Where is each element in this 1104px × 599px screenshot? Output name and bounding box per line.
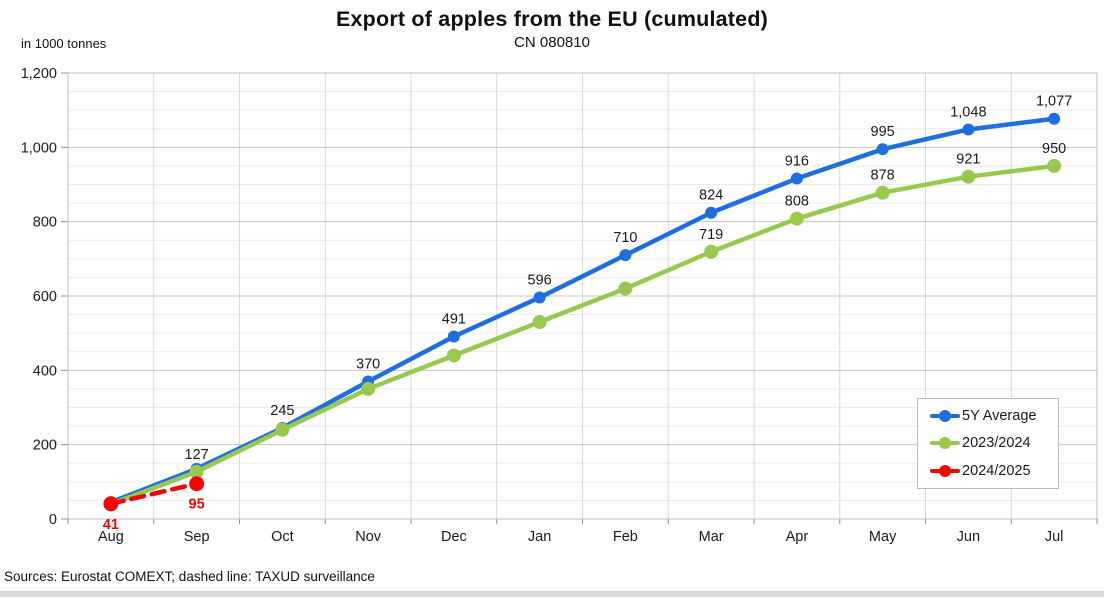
data-label: 995: [871, 124, 895, 140]
x-tick-label: Apr: [786, 529, 809, 545]
data-label: 596: [528, 272, 552, 288]
data-label: 1,048: [950, 104, 986, 120]
bottom-divider-bar: [0, 591, 1104, 597]
series-marker: [705, 206, 718, 219]
series-marker: [704, 244, 719, 259]
legend-line-dot-icon: [930, 437, 960, 450]
y-tick-label: 0: [49, 512, 57, 528]
series-marker: [619, 249, 632, 262]
data-label: 370: [356, 356, 380, 372]
y-tick-label: 200: [33, 438, 57, 454]
legend-line-dot-icon: [930, 465, 960, 478]
series-marker: [1047, 158, 1062, 173]
data-label: 921: [956, 152, 980, 168]
data-label: 710: [613, 230, 637, 246]
series-marker: [189, 476, 205, 492]
series-marker: [361, 381, 376, 396]
series-marker: [961, 169, 976, 184]
data-label: 808: [785, 194, 809, 210]
series-marker: [533, 291, 546, 304]
y-tick-label: 1,200: [21, 66, 57, 82]
y-tick-label: 400: [33, 363, 57, 379]
series-line-2024-2025: [108, 481, 199, 507]
data-label: 719: [699, 227, 723, 243]
x-tick-label: Jan: [528, 529, 551, 545]
series-marker: [532, 315, 547, 330]
series-marker: [789, 211, 804, 226]
x-tick-label: Nov: [355, 529, 382, 545]
legend-label: 5Y Average: [962, 407, 1037, 424]
y-axis-unit-label: in 1000 tonnes: [21, 36, 107, 51]
legend-label: 2024/2025: [962, 463, 1031, 480]
x-tick-label: Feb: [613, 529, 638, 545]
source-note: Sources: Eurostat COMEXT; dashed line: T…: [4, 569, 375, 584]
series-marker: [962, 123, 975, 136]
y-tick-label: 600: [33, 289, 57, 305]
series-marker: [189, 464, 204, 479]
series-marker: [447, 330, 460, 343]
legend-item-5y-average: 5Y Average: [930, 408, 1058, 424]
data-label: 916: [785, 154, 809, 170]
series-marker: [790, 172, 803, 185]
data-label: 95: [189, 497, 205, 513]
title-block: Export of apples from the EU (cumulated)…: [0, 7, 1104, 51]
data-label: 1,077: [1036, 94, 1072, 110]
x-tick-label: Sep: [184, 529, 210, 545]
x-tick-label: May: [869, 529, 897, 545]
x-tick-label: Aug: [98, 529, 124, 545]
legend-item-2023-2024: 2023/2024: [930, 435, 1058, 451]
data-label: 245: [270, 403, 294, 419]
x-tick-label: Mar: [699, 529, 724, 545]
data-label: 878: [871, 168, 895, 184]
series-marker: [1048, 112, 1061, 125]
data-label: 127: [185, 447, 209, 463]
data-label: 41: [103, 517, 119, 533]
legend-line-dot-icon: [930, 409, 960, 422]
chart-legend: 5Y Average 2023/2024 2024/2025: [917, 398, 1059, 489]
series-marker: [446, 348, 461, 363]
chart-subtitle: CN 080810: [514, 34, 590, 51]
data-label: 824: [699, 188, 723, 204]
series-marker: [876, 143, 889, 156]
series-marker: [875, 185, 890, 200]
data-label: 491: [442, 312, 466, 328]
y-tick-label: 1,000: [21, 140, 57, 156]
series-marker: [275, 422, 290, 437]
x-tick-label: Dec: [441, 529, 467, 545]
chart-title: Export of apples from the EU (cumulated): [335, 7, 769, 31]
legend-label: 2023/2024: [962, 435, 1031, 452]
x-tick-label: Jul: [1045, 529, 1064, 545]
y-tick-label: 800: [33, 215, 57, 231]
legend-item-2024-2025: 2024/2025: [930, 463, 1058, 479]
series-marker: [103, 496, 119, 512]
series-marker: [618, 281, 633, 296]
series-line-2023-2024: [108, 163, 1057, 507]
x-tick-label: Oct: [271, 529, 294, 545]
data-label: 950: [1042, 141, 1066, 157]
x-tick-label: Jun: [957, 529, 980, 545]
